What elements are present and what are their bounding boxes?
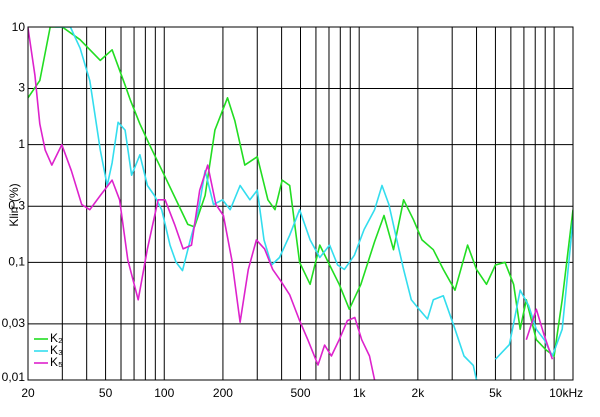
y-tick-label: 1 xyxy=(18,137,25,151)
y-tick-label: 0,01 xyxy=(2,370,26,384)
series-line xyxy=(28,27,554,380)
y-tick-label: 3 xyxy=(18,81,25,95)
x-tick-label: 5k xyxy=(489,386,503,400)
x-tick-label: 100 xyxy=(154,386,174,400)
x-tick-label: 2k xyxy=(412,386,426,400)
y-tick-label: 0,03 xyxy=(2,316,26,330)
x-tick-label: 50 xyxy=(99,386,113,400)
y-tick-label: 0,3 xyxy=(8,198,25,212)
plot-frame xyxy=(27,26,574,381)
series-line xyxy=(28,27,573,357)
legend-label: K₂ xyxy=(50,331,63,345)
legend-label: K₅ xyxy=(50,355,63,369)
series-line xyxy=(55,27,573,380)
x-tick-label: 500 xyxy=(290,386,310,400)
x-tick-label: 10kHz xyxy=(549,386,583,400)
y-axis-label: Klirr (%) xyxy=(7,183,21,226)
x-tick-label: 1k xyxy=(353,386,367,400)
x-tick-label: 20 xyxy=(21,386,35,400)
y-tick-label: 10 xyxy=(12,20,26,34)
x-tick-label: 200 xyxy=(213,386,233,400)
legend-label: K₃ xyxy=(50,343,63,357)
y-tick-label: 0,1 xyxy=(8,255,25,269)
